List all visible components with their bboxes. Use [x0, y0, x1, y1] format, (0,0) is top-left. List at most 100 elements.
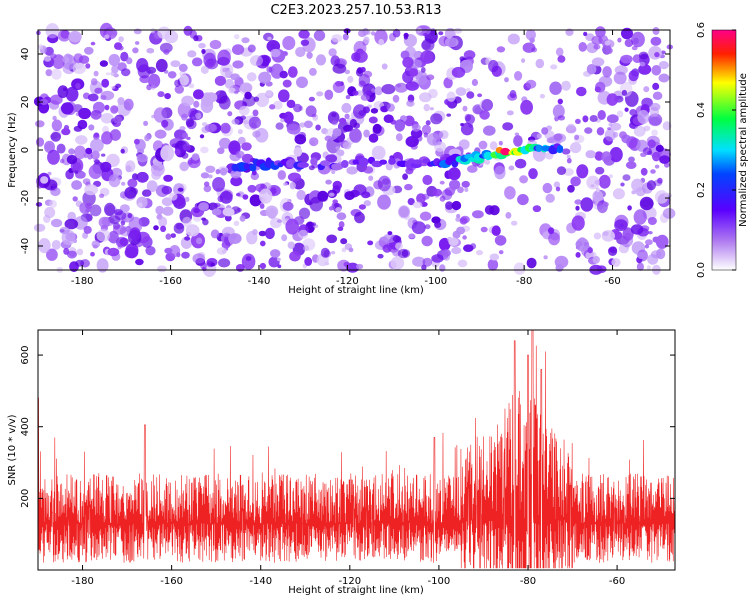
heatmap-noise-blob: [132, 47, 139, 54]
heatmap-noise-blob: [228, 87, 236, 94]
heatmap-noise-blob: [73, 125, 83, 132]
snr-x-axis-label: Height of straight line (km): [288, 585, 424, 596]
heatmap-noise-blob: [261, 195, 268, 203]
heatmap-noise-blob: [224, 78, 234, 89]
heatmap-noise-blob: [646, 180, 657, 191]
heatmap-noise-blob: [68, 30, 82, 43]
heatmap-noise-blob: [338, 221, 345, 228]
heatmap-noise-blob: [460, 122, 474, 136]
heatmap-noise-blob: [94, 87, 103, 94]
heatmap-noise-blob: [489, 141, 498, 151]
heatmap-noise-blob: [446, 91, 456, 102]
snr-y-axis-label: SNR (10 * v/v): [7, 414, 18, 485]
heatmap-noise-blob: [260, 240, 266, 247]
heatmap-noise-blob: [47, 149, 60, 165]
heatmap-noise-blob: [649, 102, 661, 111]
heatmap-noise-blob: [210, 229, 220, 239]
heatmap-noise-blob: [125, 165, 132, 173]
heatmap-noise-blob: [108, 53, 121, 67]
heatmap-noise-blob: [270, 187, 277, 195]
heatmap-noise-blob: [218, 137, 231, 149]
heatmap-noise-blob: [366, 30, 371, 35]
heatmap-noise-blob: [160, 225, 167, 232]
heatmap-noise-blob: [594, 151, 604, 161]
heatmap-noise-blob: [239, 105, 250, 116]
heatmap-noise-blob: [148, 73, 161, 89]
heatmap-noise-blob: [202, 122, 208, 127]
heatmap-noise-blob: [582, 115, 589, 123]
heatmap-noise-blob: [165, 233, 172, 240]
heatmap-noise-blob: [647, 231, 653, 235]
heatmap-noise-blob: [293, 147, 303, 157]
heatmap-noise-blob: [90, 138, 104, 153]
heatmap-noise-blob: [498, 250, 504, 255]
heatmap-noise-blob: [451, 66, 466, 78]
heatmap-noise-blob: [269, 104, 276, 110]
heatmap-noise-blob: [481, 99, 494, 112]
heatmap-noise-blob: [209, 39, 222, 50]
heatmap-noise-blob: [637, 109, 650, 125]
heatmap-noise-blob: [104, 202, 116, 216]
heatmap-noise-blob: [371, 88, 376, 94]
heatmap-noise-blob: [640, 152, 647, 157]
heatmap-noise-blob: [480, 226, 488, 233]
heatmap-noise-blob: [311, 113, 317, 118]
heatmap-noise-blob: [277, 170, 286, 180]
heatmap-noise-blob: [309, 137, 319, 147]
heatmap-noise-blob: [651, 129, 658, 137]
heatmap-noise-blob: [74, 170, 79, 174]
heatmap-noise-blob: [344, 69, 351, 75]
heatmap-noise-blob: [494, 235, 507, 246]
heatmap-panel: -180 -160 -140 -120 -100 -80 -60 -40 -20 0 20 40 H…: [7, 22, 676, 296]
heatmap-noise-blob: [431, 254, 444, 263]
heatmap-noise-blob: [405, 167, 414, 175]
heatmap-noise-blob: [567, 184, 575, 193]
heatmap-noise-blob: [192, 253, 206, 264]
heatmap-noise-blob: [316, 91, 324, 97]
heatmap-noise-blob: [610, 122, 622, 131]
heatmap-noise-blob: [63, 247, 70, 255]
heatmap-noise-blob: [403, 35, 408, 40]
heatmap-noise-blob: [536, 133, 543, 139]
heatmap-noise-blob: [522, 42, 536, 53]
heatmap-noise-blob: [508, 165, 515, 171]
heatmap-signal-point: [358, 157, 369, 167]
heatmap-noise-blob: [74, 145, 86, 160]
heatmap-noise-blob: [295, 46, 306, 58]
heatmap-noise-blob: [532, 205, 542, 213]
heatmap-noise-blob: [328, 192, 335, 197]
heatmap-noise-blob: [606, 93, 618, 106]
heatmap-noise-blob: [647, 139, 656, 149]
colorbar-tick-label: 0.4: [696, 102, 707, 118]
heatmap-noise-blob: [228, 140, 241, 155]
heatmap-noise-blob: [215, 169, 221, 175]
heatmap-y-tick-label: 20: [20, 96, 31, 109]
heatmap-noise-blob: [219, 191, 233, 204]
heatmap-noise-blob: [121, 68, 131, 77]
heatmap-noise-blob: [282, 201, 294, 211]
heatmap-noise-blob: [593, 232, 602, 240]
heatmap-noise-blob: [224, 215, 232, 222]
heatmap-noise-blob: [217, 49, 231, 66]
heatmap-noise-blob: [60, 102, 74, 115]
heatmap-noise-blob: [463, 244, 474, 252]
heatmap-noise-blob: [363, 70, 373, 78]
heatmap-noise-blob: [566, 157, 572, 164]
heatmap-noise-blob: [487, 258, 499, 271]
heatmap-noise-blob: [409, 68, 419, 77]
heatmap-noise-blob: [247, 44, 256, 53]
heatmap-noise-blob: [45, 23, 60, 39]
heatmap-noise-blob: [360, 94, 370, 101]
heatmap-noise-blob: [621, 89, 628, 96]
heatmap-noise-blob: [146, 47, 155, 54]
heatmap-noise-blob: [363, 36, 370, 44]
heatmap-noise-blob: [612, 188, 625, 200]
heatmap-noise-blob: [630, 224, 644, 235]
heatmap-noise-blob: [308, 165, 315, 171]
heatmap-noise-blob: [458, 139, 470, 150]
snr-x-tick-label: -140: [249, 576, 272, 587]
heatmap-noise-blob: [293, 103, 302, 113]
heatmap-noise-blob: [311, 222, 316, 227]
heatmap-noise-blob: [505, 212, 512, 219]
heatmap-noise-blob: [241, 142, 252, 151]
